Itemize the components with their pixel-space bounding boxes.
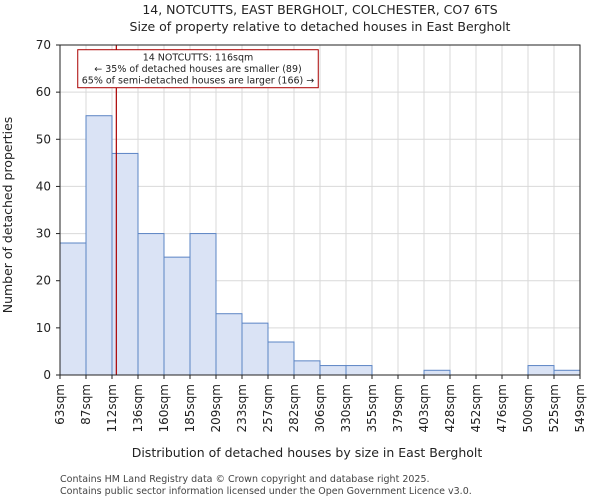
x-tick-label: 185sqm xyxy=(183,384,197,432)
x-tick-label: 355sqm xyxy=(365,384,379,432)
x-tick-label: 452sqm xyxy=(469,384,483,432)
bar xyxy=(215,313,243,376)
annotation-frame xyxy=(77,49,319,89)
y-tick-label: 30 xyxy=(36,227,51,241)
y-tick-label: 0 xyxy=(43,368,51,382)
annotation-line-1: 14 NOTCUTTS: 116sqm xyxy=(143,53,254,64)
x-tick-label: 282sqm xyxy=(287,384,301,432)
bar xyxy=(59,242,87,376)
bar xyxy=(293,360,321,376)
footer-line-2: Contains public sector information licen… xyxy=(60,486,472,497)
annotation-box: 14 NOTCUTTS: 116sqm ← 35% of detached ho… xyxy=(77,49,319,89)
x-tick-label: 403sqm xyxy=(417,384,431,432)
bar xyxy=(527,365,555,376)
bar xyxy=(553,369,581,376)
bar xyxy=(423,369,451,376)
y-tick-label: 60 xyxy=(36,85,51,99)
bars xyxy=(59,115,581,376)
y-tick-label: 20 xyxy=(36,274,51,288)
x-tick-label: 112sqm xyxy=(105,384,119,432)
bar xyxy=(267,341,295,376)
y-tick-label: 10 xyxy=(36,321,51,335)
x-tick-label: 379sqm xyxy=(391,384,405,432)
bar xyxy=(345,365,373,376)
x-tick-label: 306sqm xyxy=(313,384,327,432)
bar xyxy=(189,233,217,376)
annotation-line-3: 65% of semi-detached houses are larger (… xyxy=(82,76,315,87)
x-tick-label: 63sqm xyxy=(53,384,67,425)
x-tick-label: 500sqm xyxy=(521,384,535,432)
x-tick-label: 428sqm xyxy=(443,384,457,432)
bar xyxy=(163,256,191,376)
x-tick-label: 257sqm xyxy=(261,384,275,432)
x-tick-label: 525sqm xyxy=(547,384,561,432)
chart-subtitle: Size of property relative to detached ho… xyxy=(130,19,511,34)
x-tick-label: 160sqm xyxy=(157,384,171,432)
bar xyxy=(85,115,113,376)
x-tick-label: 87sqm xyxy=(79,384,93,425)
bar xyxy=(241,322,269,376)
x-axis: 63sqm 87sqm 112sqm 136sqm 160sqm 185sqm 209sqm… xyxy=(53,375,587,432)
chart-title: 14, NOTCUTTS, EAST BERGHOLT, COLCHESTER,… xyxy=(142,2,497,17)
footer-line-1: Contains HM Land Registry data © Crown c… xyxy=(60,474,430,485)
x-tick-label: 233sqm xyxy=(235,384,249,432)
annotation-line-2: ← 35% of detached houses are smaller (89… xyxy=(94,64,301,75)
y-tick-label: 40 xyxy=(36,179,51,193)
x-tick-label: 209sqm xyxy=(209,384,223,432)
y-axis-label: Number of detached properties xyxy=(0,117,15,314)
x-tick-label: 549sqm xyxy=(573,384,587,432)
x-tick-label: 330sqm xyxy=(339,384,353,432)
x-tick-label: 476sqm xyxy=(495,384,509,432)
x-axis-label: Distribution of detached houses by size … xyxy=(132,445,483,460)
x-tick-label: 136sqm xyxy=(131,384,145,432)
bar xyxy=(137,233,165,376)
bar xyxy=(319,365,347,376)
y-tick-label: 70 xyxy=(36,38,51,52)
y-tick-label: 50 xyxy=(36,132,51,146)
y-axis: 0 10 20 30 40 50 60 70 xyxy=(36,38,60,382)
